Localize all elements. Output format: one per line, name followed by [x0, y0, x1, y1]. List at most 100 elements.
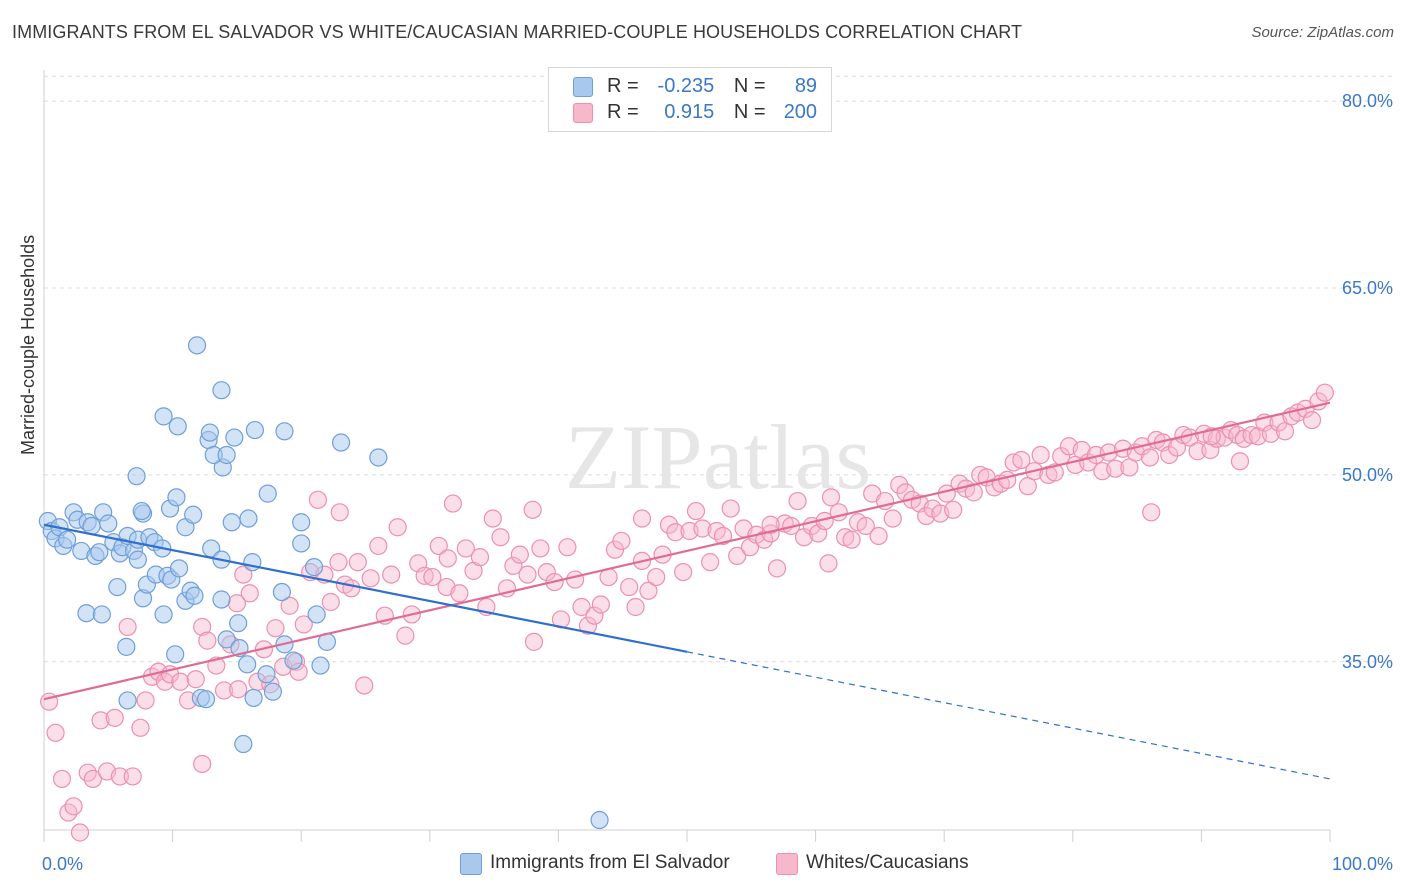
- data-point-pink: [118, 617, 137, 637]
- data-point-pink: [537, 562, 556, 582]
- data-point-pink: [728, 546, 747, 566]
- y-tick-label: 80.0%: [1342, 91, 1393, 111]
- data-point-blue: [257, 665, 276, 684]
- data-point-blue: [92, 605, 111, 624]
- data-point-pink: [819, 554, 838, 573]
- data-point-blue: [99, 514, 118, 533]
- data-point-pink: [348, 553, 367, 572]
- data-point-pink: [510, 545, 529, 564]
- legend-blue-r-value: -0.235: [657, 75, 715, 97]
- data-point-pink: [1012, 450, 1031, 470]
- data-point-blue: [234, 734, 253, 754]
- source-note: Source: ZipAtlas.com: [1251, 24, 1394, 41]
- legend-blue-r-label: R =: [607, 75, 639, 97]
- data-point-pink: [266, 619, 285, 638]
- data-point-pink: [869, 526, 888, 546]
- bottom-legend-label-blue: Immigrants from El Salvador: [490, 852, 730, 873]
- trend-line-blue: [43, 523, 688, 653]
- data-point-pink: [659, 515, 679, 534]
- data-point-pink: [396, 626, 415, 645]
- watermark: ZIPatlas: [565, 406, 872, 508]
- data-point-pink: [524, 632, 544, 651]
- data-point-pink: [1275, 422, 1295, 441]
- legend-pink-n-value: 200: [783, 101, 818, 123]
- data-point-pink: [443, 494, 463, 513]
- data-point-pink: [361, 569, 380, 588]
- data-point-blue: [185, 586, 204, 605]
- data-point-pink: [240, 584, 259, 603]
- data-point-pink: [186, 670, 205, 689]
- legend-blue-n-label: N =: [733, 75, 766, 97]
- legend-swatch-blue: [573, 77, 593, 97]
- data-point-pink: [131, 718, 150, 737]
- data-point-blue: [132, 501, 151, 521]
- data-point-pink: [944, 500, 963, 519]
- data-point-blue: [168, 417, 187, 436]
- data-point-blue: [128, 550, 147, 569]
- data-point-pink: [280, 596, 299, 615]
- data-point-pink: [456, 539, 475, 558]
- data-point-pink: [423, 567, 442, 587]
- data-point-pink: [761, 515, 780, 534]
- data-point-blue: [307, 605, 326, 624]
- data-point-pink: [917, 506, 936, 526]
- data-point-pink: [856, 516, 875, 536]
- data-point-blue: [331, 433, 351, 452]
- data-point-blue: [187, 336, 207, 355]
- y-tick-label: 35.0%: [1342, 652, 1393, 672]
- data-point-blue: [238, 655, 257, 674]
- data-point-pink: [1142, 503, 1161, 522]
- data-point-pink: [52, 769, 72, 789]
- data-point-blue: [166, 645, 185, 664]
- data-point-pink: [110, 767, 129, 786]
- data-point-pink: [229, 680, 248, 699]
- data-point-pink: [531, 539, 550, 558]
- data-point-blue: [292, 513, 311, 532]
- watermark-text: ZIPatlas: [565, 406, 872, 508]
- data-point-pink: [1201, 440, 1220, 460]
- x-tick-label: 100.0%: [1332, 854, 1393, 874]
- data-point-pink: [438, 549, 457, 568]
- data-point-pink: [369, 536, 388, 556]
- data-point-pink: [572, 597, 591, 617]
- data-point-blue: [369, 448, 388, 467]
- data-point-pink: [647, 567, 666, 587]
- data-point-blue: [272, 582, 292, 602]
- data-point-pink: [767, 559, 787, 578]
- data-point-pink: [234, 565, 253, 584]
- data-point-pink: [193, 754, 212, 774]
- data-point-pink: [470, 548, 490, 567]
- data-point-pink: [890, 475, 909, 494]
- data-point-pink: [70, 823, 90, 842]
- data-point-blue: [258, 484, 277, 503]
- data-point-blue: [167, 488, 186, 507]
- data-point-pink: [1315, 383, 1334, 402]
- data-point-pink: [355, 676, 374, 695]
- data-point-blue: [222, 513, 241, 532]
- data-point-pink: [998, 470, 1017, 490]
- data-point-blue: [212, 590, 231, 609]
- data-point-pink: [46, 723, 65, 742]
- x-tick-label: 0.0%: [42, 854, 83, 874]
- trend-line-blue-extension: [686, 651, 1331, 780]
- data-point-pink: [620, 577, 639, 597]
- data-point-pink: [429, 536, 448, 556]
- bottom-legend-label-pink: Whites/Caucasians: [806, 852, 969, 873]
- data-point-pink: [639, 581, 658, 600]
- data-point-pink: [483, 509, 502, 528]
- data-point-pink: [1031, 445, 1050, 465]
- data-point-pink: [1242, 425, 1261, 445]
- data-point-blue: [196, 690, 216, 709]
- data-point-blue: [245, 420, 265, 440]
- bottom-legend-swatch-blue: [460, 853, 482, 875]
- y-tick-label: 65.0%: [1342, 278, 1393, 298]
- data-point-pink: [1140, 448, 1160, 467]
- data-point-pink: [329, 553, 348, 572]
- legend-pink-r-label: R =: [607, 101, 639, 123]
- data-point-blue: [304, 558, 324, 577]
- y-axis-label: Married-couple Households: [18, 234, 38, 455]
- data-point-blue: [118, 691, 137, 710]
- data-point-blue: [117, 637, 136, 656]
- data-point-pink: [591, 595, 610, 614]
- data-point-pink: [632, 509, 652, 528]
